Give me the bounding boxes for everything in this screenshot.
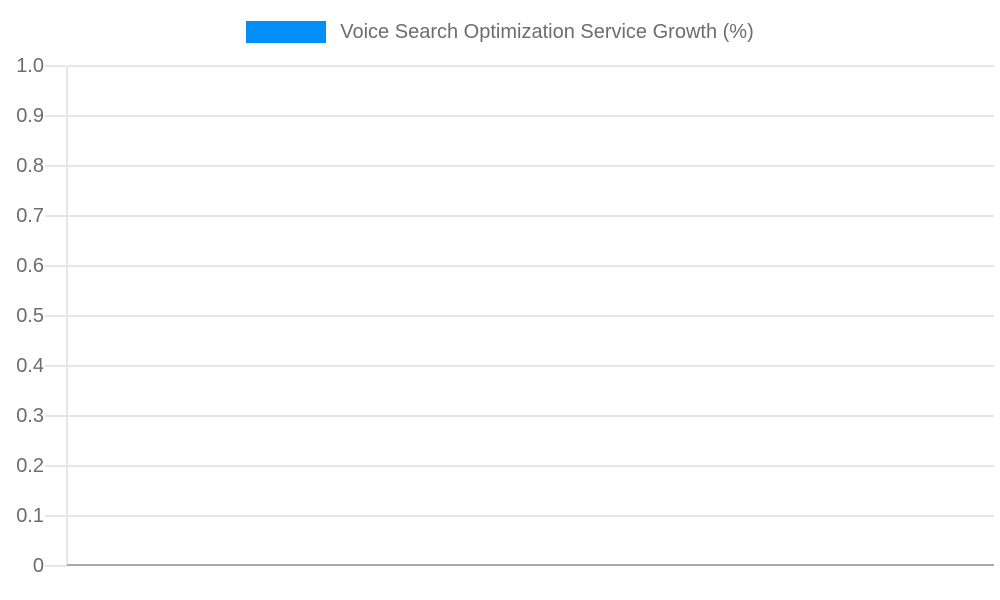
y-tick-mark — [45, 65, 66, 67]
gridline — [68, 265, 994, 267]
y-tick-label: 0.2 — [16, 455, 44, 477]
gridline — [68, 215, 994, 217]
y-tick-mark — [45, 215, 66, 217]
legend-swatch — [246, 21, 327, 43]
y-tick-label: 0.1 — [16, 505, 44, 527]
y-tick-mark — [45, 115, 66, 117]
y-tick-label: 0.6 — [16, 255, 44, 277]
legend[interactable]: Voice Search Optimization Service Growth… — [0, 21, 1000, 43]
y-tick-mark — [45, 365, 66, 367]
y-tick-label: 1.0 — [16, 55, 44, 77]
y-tick-mark — [45, 515, 66, 517]
gridline — [68, 515, 994, 517]
y-tick-mark — [45, 315, 66, 317]
gridline — [68, 65, 994, 67]
y-tick-label: 0.7 — [16, 205, 44, 227]
y-tick-label: 0.9 — [16, 105, 44, 127]
gridline — [68, 465, 994, 467]
gridline — [68, 165, 994, 167]
plot-area — [66, 65, 994, 566]
gridline — [68, 415, 994, 417]
y-tick-label: 0.3 — [16, 405, 44, 427]
y-tick-label: 0 — [32, 555, 44, 577]
y-tick-label: 0.5 — [16, 305, 44, 327]
gridline — [68, 365, 994, 367]
y-tick-label: 0.4 — [16, 355, 44, 377]
y-axis: 1.0 0.9 0.8 0.7 0.6 0.5 0.4 0.3 0.2 0.1 0 — [0, 0, 66, 600]
y-tick-mark — [45, 465, 66, 467]
legend-label: Voice Search Optimization Service Growth… — [340, 21, 754, 43]
y-tick-mark — [45, 565, 66, 567]
gridline — [68, 115, 994, 117]
gridline — [68, 315, 994, 317]
y-tick-mark — [45, 415, 66, 417]
y-tick-mark — [45, 165, 66, 167]
y-tick-mark — [45, 265, 66, 267]
y-tick-label: 0.8 — [16, 155, 44, 177]
